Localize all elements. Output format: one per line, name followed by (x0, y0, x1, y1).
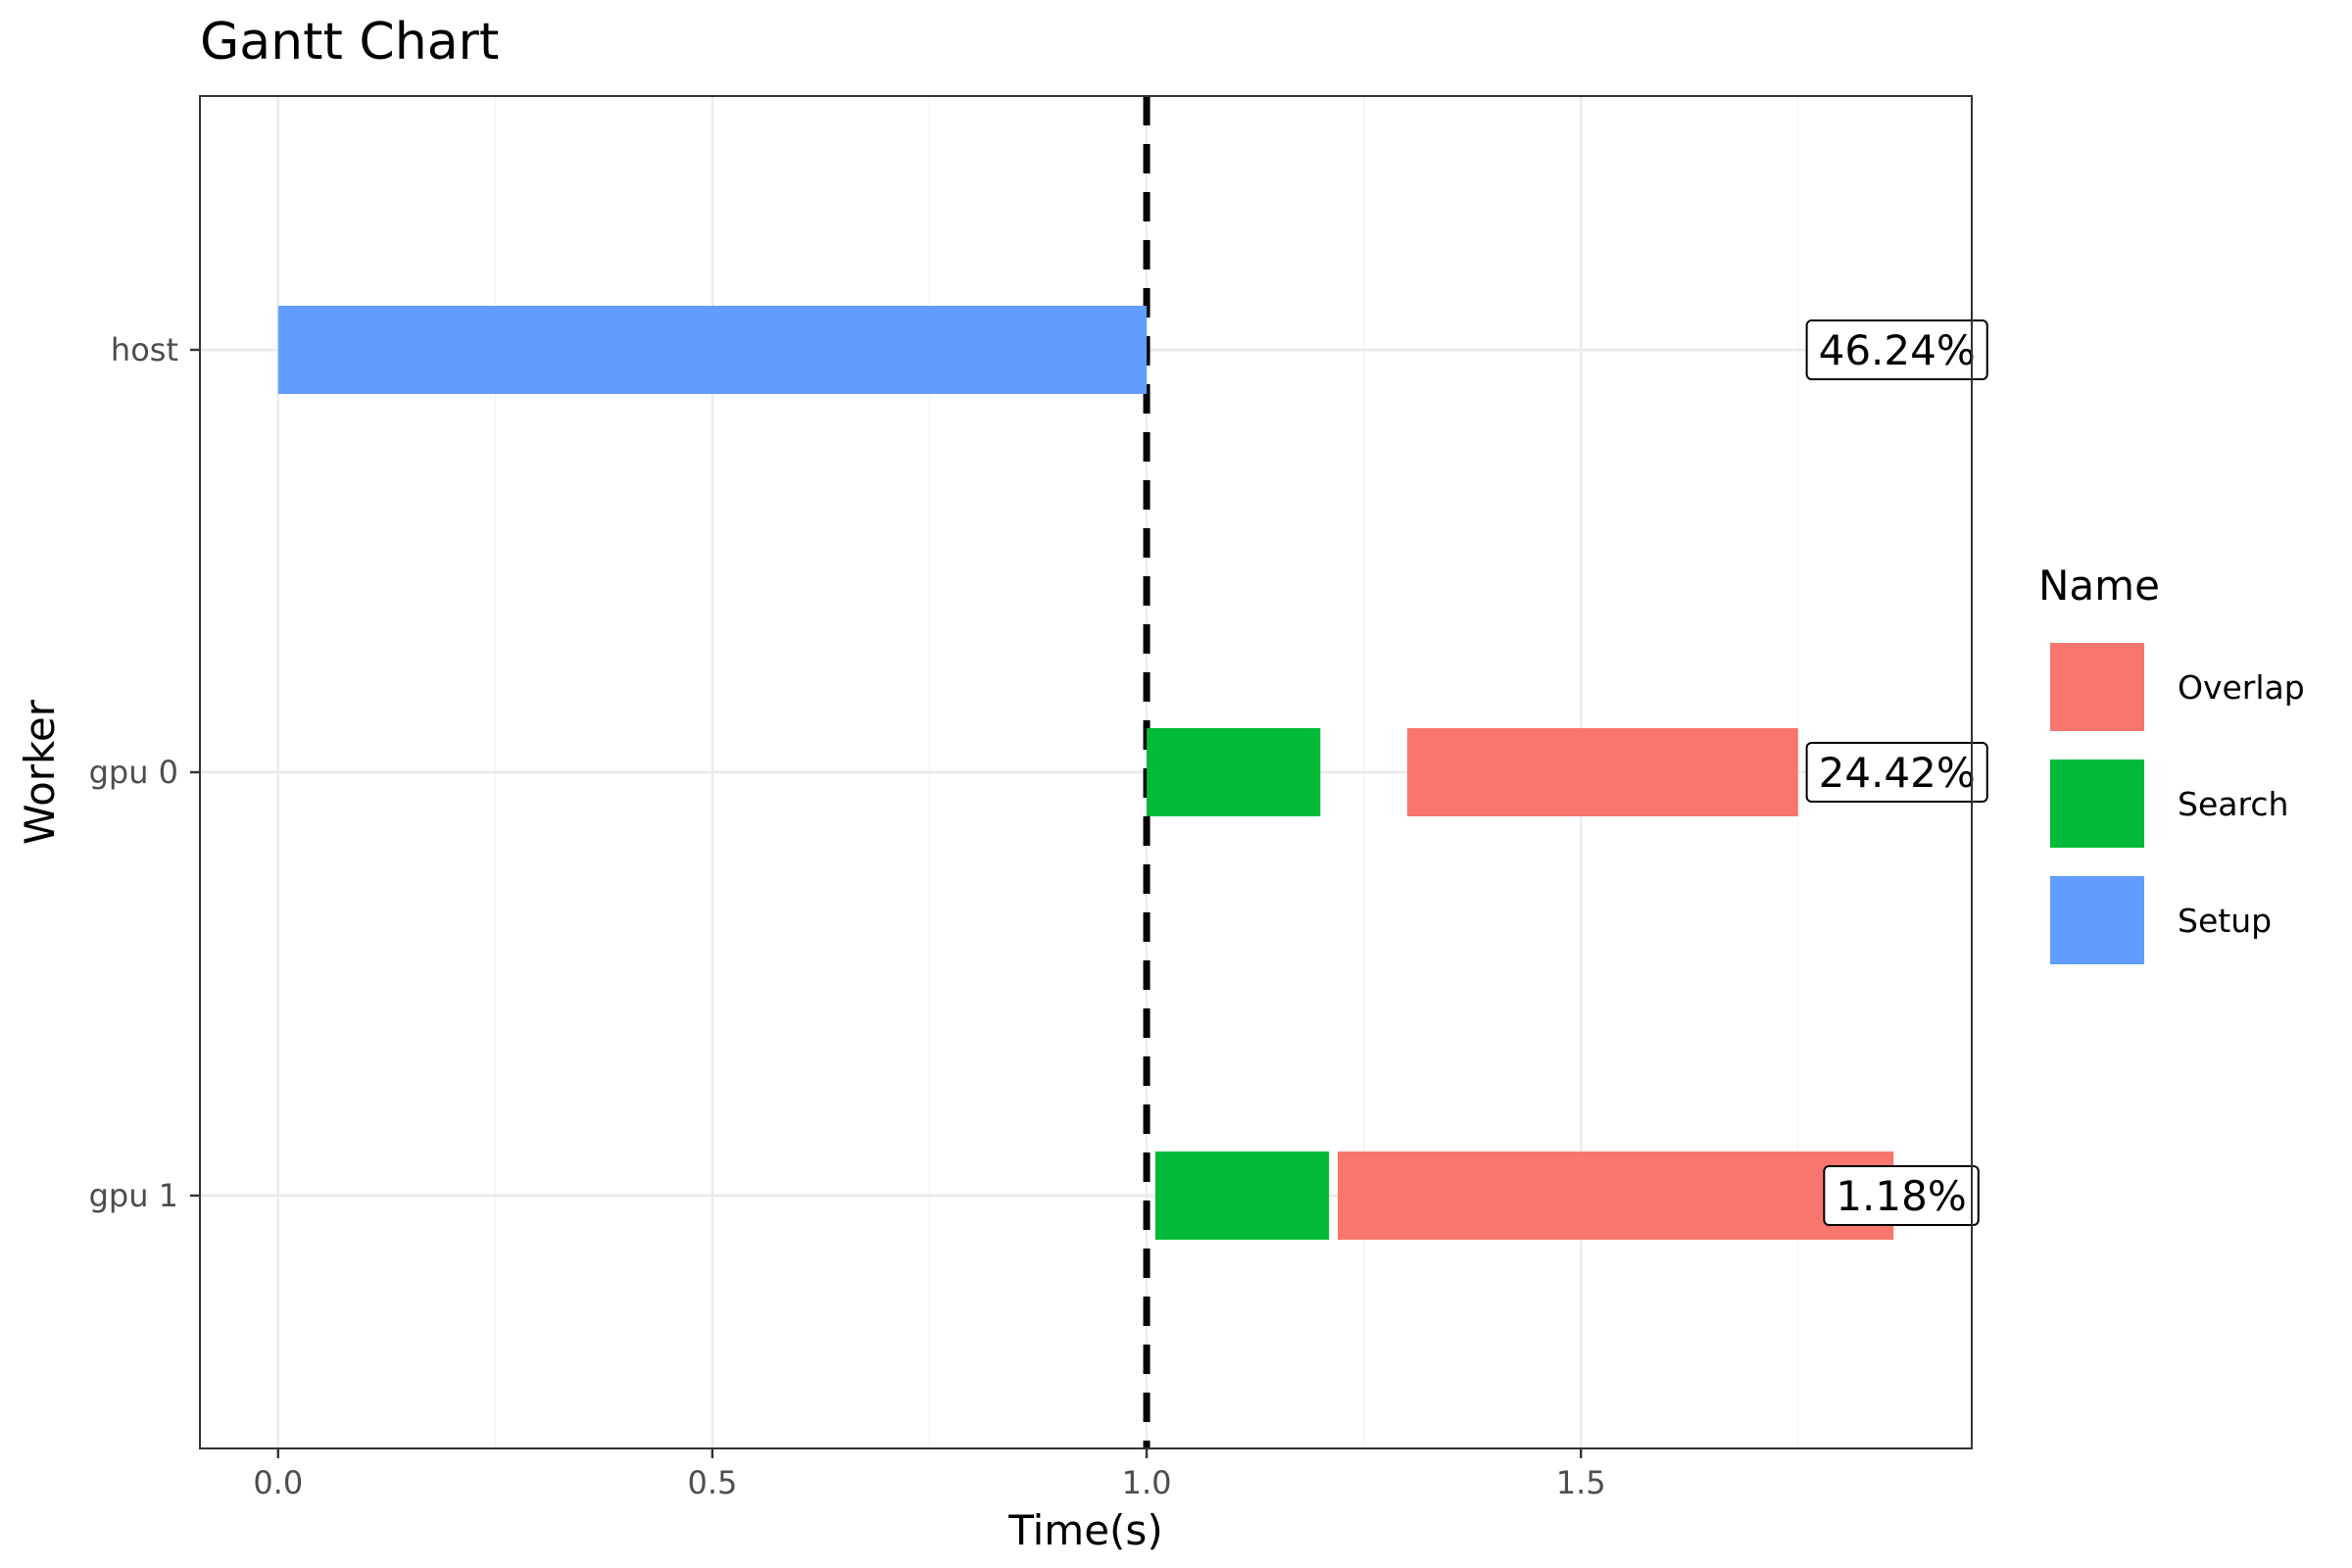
percentage-label: 1.18% (1836, 1172, 1966, 1220)
bar-overlap (1406, 728, 1798, 816)
x-tick-label: 0.5 (687, 1464, 737, 1501)
legend-label-overlap: Overlap (2178, 668, 2305, 707)
bar-search (1154, 1152, 1330, 1240)
percentage-label: 46.24% (1819, 326, 1976, 374)
y-axis-title: Worker (16, 699, 64, 845)
percentage-labels: 46.24% 24.42% 1.18% (1805, 319, 1988, 1226)
plot-panel-border (199, 95, 1973, 1449)
percentage-label-box: 1.18% (1823, 1165, 1980, 1226)
x-tick-label: 1.5 (1556, 1464, 1606, 1501)
legend-label-setup: Setup (2178, 902, 2272, 940)
percentage-label-box: 24.42% (1805, 742, 1988, 803)
axes: 0.0 0.5 1.0 1.5 host gpu 0 gpu 1 (89, 331, 1606, 1501)
legend-key-setup (2050, 876, 2144, 964)
legend-label-search: Search (2178, 785, 2288, 823)
legend: Name Overlap Search Setup (2038, 562, 2305, 964)
label-box (1805, 742, 1988, 803)
legend-key-overlap (2050, 643, 2144, 731)
legend-key-search (2050, 760, 2144, 848)
bar-setup (277, 306, 1148, 394)
x-axis-title: Time(s) (1007, 1506, 1162, 1554)
percentage-label-box: 46.24% (1805, 319, 1988, 380)
x-tick-label: 0.0 (253, 1464, 303, 1501)
bar-overlap (1338, 1152, 1894, 1240)
legend-title: Name (2038, 562, 2160, 610)
y-tick-label: gpu 1 (89, 1177, 178, 1214)
percentage-label: 24.42% (1819, 749, 1976, 797)
chart-title: Gantt Chart (200, 13, 499, 72)
bar-search (1147, 728, 1321, 816)
task-bars (277, 306, 1894, 1240)
label-box (1805, 319, 1988, 380)
y-tick-label: gpu 0 (89, 754, 178, 791)
x-tick-label: 1.0 (1122, 1464, 1172, 1501)
y-tick-label: host (111, 331, 178, 368)
label-box (1823, 1165, 1980, 1226)
